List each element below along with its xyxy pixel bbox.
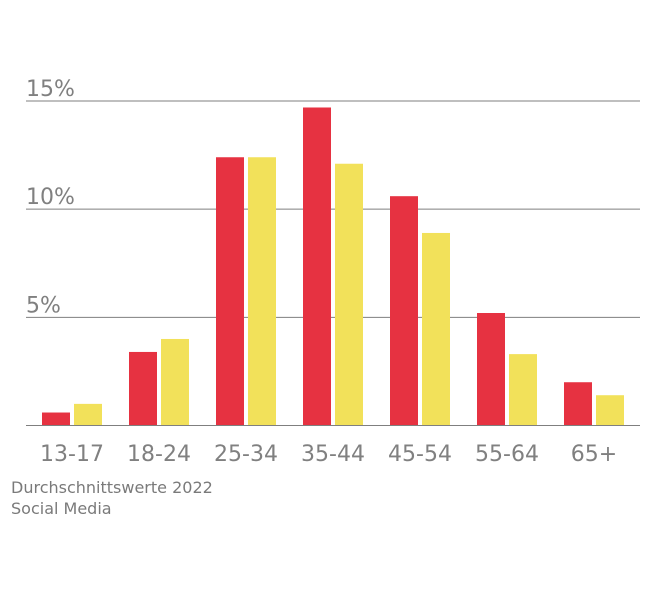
bar-65plus-series1 [564,382,592,426]
bar-45-54-series2 [422,232,450,426]
chart-caption-topic: Social Media [11,499,112,518]
bar-13-17-series2 [74,403,102,426]
bar-55-64-series1 [477,313,505,426]
bar-55-64-series2 [509,354,537,426]
x-tick-label: 25-34 [214,442,278,467]
x-tick-label: 35-44 [301,442,365,467]
x-tick-label: 18-24 [127,442,191,467]
x-tick-label: 55-64 [475,442,539,467]
x-tick-label: 13-17 [40,442,104,467]
bar-18-24-series2 [161,338,189,426]
x-tick-label: 45-54 [388,442,452,467]
y-tick-label: 15% [26,77,75,102]
bar-45-54-series1 [390,196,418,426]
x-tick-label: 65+ [571,442,617,467]
bar-13-17-series1 [42,412,70,426]
y-tick-label: 10% [26,185,75,210]
bar-35-44-series1 [303,107,331,426]
bar-65plus-series2 [596,395,624,426]
bar-35-44-series2 [335,163,363,426]
bar-25-34-series2 [248,157,276,426]
chart-caption-period: Durchschnittswerte 2022 [11,478,213,497]
bar-25-34-series1 [216,157,244,426]
bar-18-24-series1 [129,351,157,426]
y-tick-label: 5% [26,293,61,318]
